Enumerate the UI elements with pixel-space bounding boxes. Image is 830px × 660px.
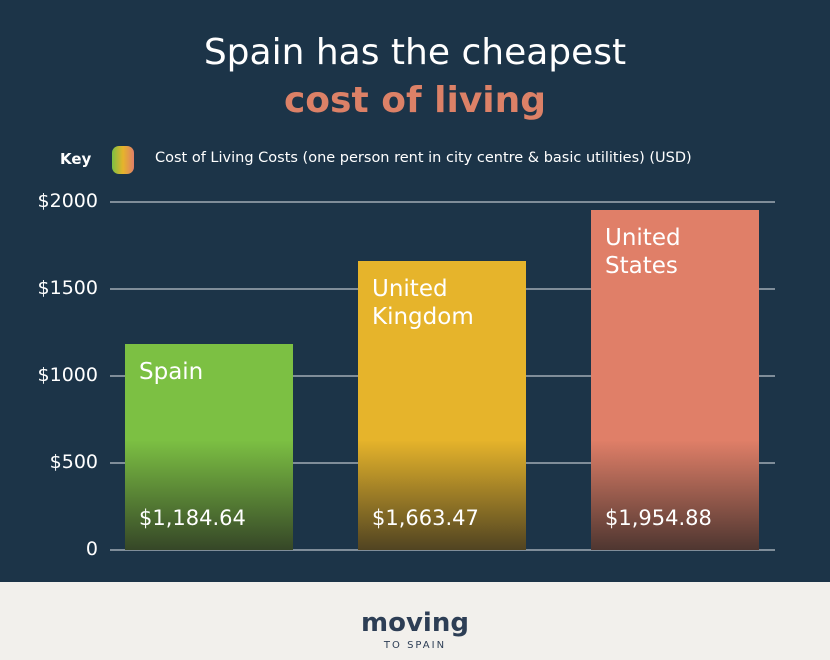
value-label: $1,184.64 [139, 505, 246, 530]
logo-sub: TO SPAIN [383, 640, 447, 651]
logo: moving [361, 608, 469, 638]
category-label: Spain [139, 358, 204, 385]
bar-shade [358, 439, 526, 550]
y-tick-label: $1500 [37, 277, 98, 299]
chart-subtitle: cost of living [283, 80, 547, 121]
y-tick-label: $1000 [37, 364, 98, 386]
y-tick-label: $2000 [37, 190, 98, 212]
category-label: United Kingdom [372, 275, 474, 330]
legend-swatch [112, 146, 134, 174]
key-label: Key [60, 150, 92, 168]
chart-title: Spain has the cheapest [203, 32, 627, 73]
bar: Spain $1,184.64 [125, 343, 293, 550]
category-label: United States [605, 224, 681, 279]
footer [0, 582, 830, 660]
bar: United States $1,954.88 [591, 209, 759, 550]
y-tick-label: 0 [85, 538, 98, 560]
y-tick-label: $500 [49, 451, 98, 473]
value-label: $1,954.88 [605, 505, 712, 530]
bar-shade [591, 439, 759, 550]
value-label: $1,663.47 [372, 505, 479, 530]
bar-shade [125, 439, 293, 550]
bar: United Kingdom $1,663.47 [358, 260, 526, 550]
legend-label: Cost of Living Costs (one person rent in… [155, 150, 692, 166]
